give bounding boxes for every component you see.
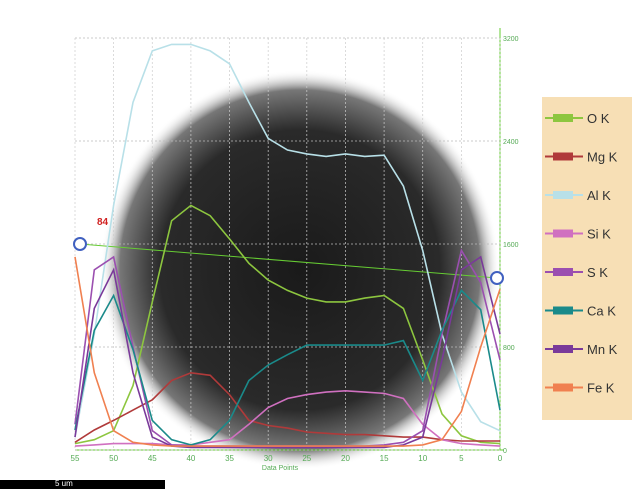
x-tick-label: 20 — [341, 454, 350, 463]
y-tick-label: 0 — [503, 448, 507, 455]
x-tick-label: 5 — [459, 454, 464, 463]
y-tick-label: 800 — [503, 345, 515, 352]
legend-label: S K — [587, 265, 608, 280]
y-tick-label: 3200 — [503, 36, 519, 43]
legend-swatch — [553, 345, 573, 353]
legend-swatch — [553, 268, 573, 276]
legend-label: Al K — [587, 188, 611, 203]
x-tick-label: 0 — [498, 454, 503, 463]
y-tick-label: 1600 — [503, 242, 519, 249]
x-tick-label: 50 — [109, 454, 118, 463]
cursor-handle[interactable] — [74, 238, 86, 250]
legend-swatch — [553, 384, 573, 392]
annotation: 84 — [97, 217, 109, 228]
x-tick-label: 15 — [380, 454, 389, 463]
x-tick-label: 25 — [302, 454, 311, 463]
scale-bar — [0, 480, 165, 489]
x-tick-label: 40 — [186, 454, 195, 463]
x-tick-label: 55 — [71, 454, 80, 463]
x-tick-label: 10 — [418, 454, 427, 463]
legend-label: Fe K — [587, 381, 615, 396]
scale-bar-label: 5 um — [55, 479, 73, 488]
y-tick-label: 2400 — [503, 139, 519, 146]
legend-swatch — [553, 153, 573, 161]
legend-label: O K — [587, 111, 610, 126]
x-tick-label: 35 — [225, 454, 234, 463]
legend-label: Si K — [587, 227, 611, 242]
legend-label: Ca K — [587, 304, 616, 319]
cursor-handle[interactable] — [491, 272, 503, 284]
legend-box — [542, 97, 632, 420]
screen: 08001600240032005550454035302520151050 8… — [0, 0, 632, 502]
legend-label: Mn K — [587, 342, 618, 357]
x-tick-label: 45 — [148, 454, 157, 463]
legend-swatch — [553, 191, 573, 199]
x-axis-label: Data Points — [262, 465, 299, 472]
legend-swatch — [553, 230, 573, 238]
legend-swatch — [553, 114, 573, 122]
chart: 08001600240032005550454035302520151050 8… — [0, 0, 632, 502]
legend-swatch — [553, 307, 573, 315]
legend-label: Mg K — [587, 150, 618, 165]
x-tick-label: 30 — [264, 454, 273, 463]
